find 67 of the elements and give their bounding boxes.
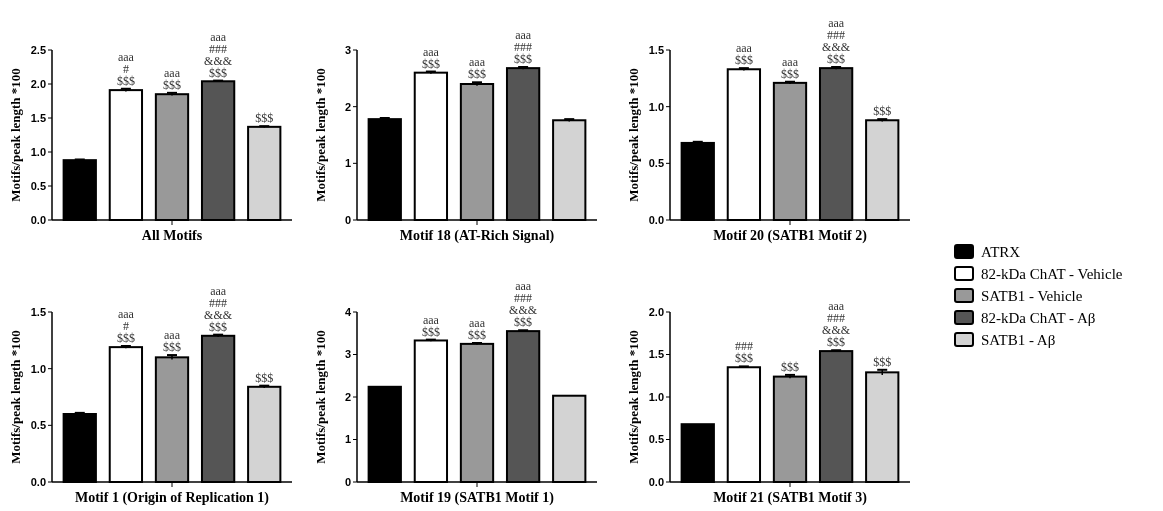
data-label: $$$ — [781, 359, 799, 374]
legend-label: 82-kDa ChAT - Vehicle — [981, 266, 1123, 283]
y-tick-label: 0.5 — [30, 419, 46, 432]
data-label: aaa # $$$ — [116, 307, 135, 345]
y-tick-label: 0 — [344, 213, 351, 226]
legend-label: SATB1 - Aβ — [981, 332, 1056, 349]
y-tick-label: 0.5 — [648, 157, 664, 170]
y-tick-label: 0.0 — [30, 213, 46, 226]
data-label: aaa ### &&& $$$ — [204, 29, 233, 80]
y-axis-title: Motifs/peak length *100 — [626, 68, 641, 202]
y-tick-label: 2.5 — [30, 43, 46, 56]
y-axis-title: Motifs/peak length *100 — [313, 330, 328, 464]
y-tick-label: 1.0 — [30, 145, 46, 158]
data-label: $$$ — [255, 111, 274, 126]
legend-label: 82-kDa ChAT - Aβ — [981, 310, 1096, 327]
data-label: ### $$$ — [734, 339, 753, 366]
data-label: $$$ — [255, 370, 274, 385]
y-tick-label: 4 — [344, 305, 352, 318]
y-tick-label: 0.0 — [648, 475, 664, 488]
x-axis-title: All Motifs — [141, 228, 203, 243]
y-axis-title: Motifs/peak length *100 — [8, 330, 23, 464]
y-tick-label: 1 — [344, 433, 351, 446]
data-label: aaa ### &&& $$$ — [509, 279, 538, 330]
data-label: aaa $$$ — [468, 55, 486, 82]
data-label: aaa $$$ — [421, 44, 440, 71]
legend-label: ATRX — [981, 244, 1021, 261]
legend-label: SATB1 - Vehicle — [981, 288, 1083, 305]
y-tick-label: 2 — [344, 390, 351, 403]
x-axis-title: Motif 21 (SATB1 Motif 3) — [713, 490, 868, 506]
y-tick-label: 0.5 — [648, 433, 664, 446]
y-tick-label: 3 — [344, 348, 351, 361]
x-axis-title: Motif 18 (AT-Rich Signal) — [399, 228, 555, 244]
data-label: aaa $$$ — [734, 41, 753, 68]
data-label: aaa ### &&& $$$ — [822, 299, 851, 350]
x-axis-title: Motif 20 (SATB1 Motif 2) — [713, 228, 868, 244]
data-label: aaa $$$ — [468, 316, 486, 343]
data-label: aaa ### &&& $$$ — [822, 16, 851, 66]
y-tick-label: 0.5 — [30, 179, 46, 192]
x-axis-title: Motif 1 (Origin of Replication 1) — [74, 490, 270, 506]
data-label: aaa $$$ — [163, 328, 181, 355]
y-tick-label: 1.0 — [648, 100, 664, 113]
data-label: aaa ### $$$ — [514, 28, 533, 66]
y-tick-label: 1.5 — [648, 43, 664, 56]
y-tick-label: 3 — [344, 43, 351, 56]
x-axis-title: Motif 19 (SATB1 Motif 1) — [400, 490, 555, 506]
y-tick-label: 2.0 — [648, 305, 664, 318]
data-label: aaa ### &&& $$$ — [204, 283, 233, 334]
data-label: aaa # $$$ — [116, 49, 135, 88]
y-tick-label: 1.5 — [30, 111, 46, 124]
y-axis-title: Motifs/peak length *100 — [313, 68, 328, 202]
data-label: aaa $$$ — [781, 54, 799, 81]
data-label: aaa $$$ — [421, 312, 440, 339]
y-tick-label: 0.0 — [648, 213, 664, 226]
data-label: $$$ — [873, 104, 892, 119]
data-label: $$$ — [873, 354, 892, 369]
y-tick-label: 0 — [344, 475, 351, 488]
y-axis-title: Motifs/peak length *100 — [8, 68, 23, 202]
y-axis-title: Motifs/peak length *100 — [626, 330, 641, 464]
y-tick-label: 1.0 — [30, 362, 46, 375]
y-tick-label: 0.0 — [30, 475, 46, 488]
y-tick-label: 1.5 — [30, 305, 46, 318]
y-tick-label: 1.5 — [648, 348, 664, 361]
data-label: aaa $$$ — [163, 65, 181, 92]
y-tick-label: 2 — [344, 100, 351, 113]
y-tick-label: 1.0 — [648, 390, 664, 403]
y-tick-label: 1 — [344, 157, 351, 170]
y-tick-label: 2.0 — [30, 77, 46, 90]
